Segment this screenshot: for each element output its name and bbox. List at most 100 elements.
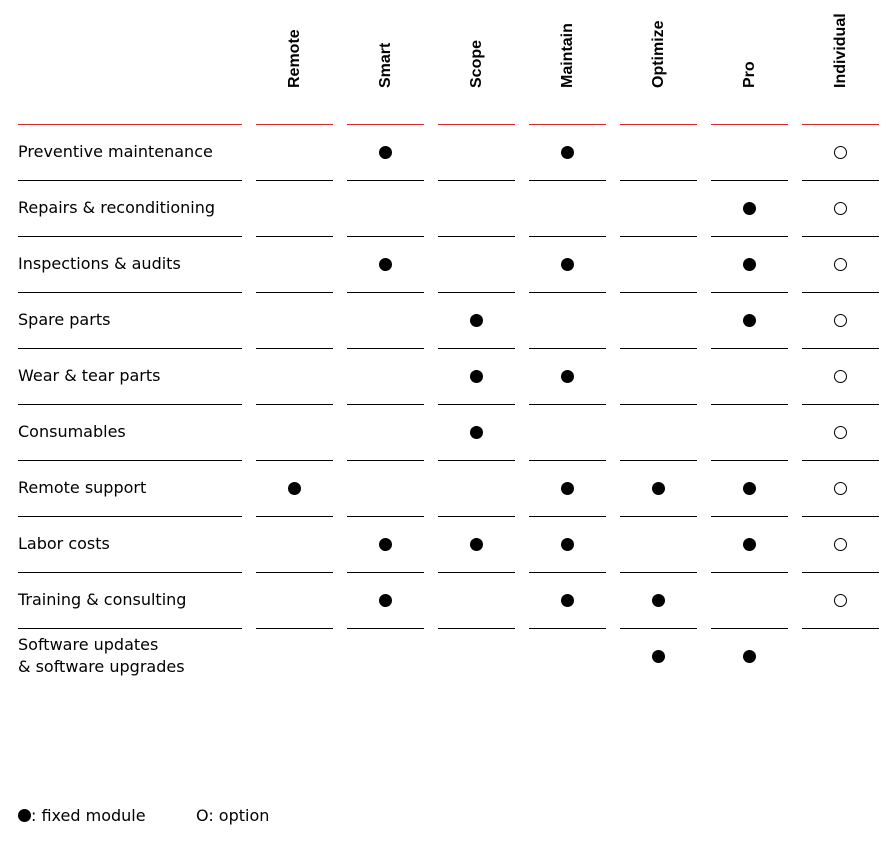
header-rule [438, 124, 515, 125]
column-header: Remote [256, 0, 333, 104]
row-divider [438, 292, 515, 293]
row-divider [620, 180, 697, 181]
row-divider [18, 460, 242, 461]
row-divider [256, 460, 333, 461]
row-divider [529, 460, 606, 461]
row-divider [620, 292, 697, 293]
column-header: Pro [711, 0, 788, 104]
row-divider [347, 404, 424, 405]
row-divider [711, 628, 788, 629]
row-divider [347, 628, 424, 629]
row-divider [711, 404, 788, 405]
row-divider [18, 180, 242, 181]
row-divider [620, 460, 697, 461]
row-divider [711, 236, 788, 237]
row-divider [438, 348, 515, 349]
row-divider [347, 460, 424, 461]
fixed-module-dot-icon [561, 145, 574, 159]
header-rule [347, 124, 424, 125]
fixed-module-dot-icon [561, 593, 574, 607]
fixed-module-dot-icon [379, 257, 392, 271]
row-divider [802, 516, 879, 517]
row-divider [802, 460, 879, 461]
header-rule [711, 124, 788, 125]
fixed-module-dot-icon [561, 481, 574, 495]
row-divider [529, 516, 606, 517]
row-divider [256, 348, 333, 349]
column-header: Individual [802, 0, 879, 104]
option-circle-icon [834, 257, 847, 271]
row-divider [620, 572, 697, 573]
row-divider [802, 292, 879, 293]
row-divider [18, 404, 242, 405]
row-label: Spare parts [18, 310, 111, 329]
row-label: Training & consulting [18, 590, 187, 609]
row-divider [711, 516, 788, 517]
column-header: Scope [438, 0, 515, 104]
header-rule [802, 124, 879, 125]
fixed-module-dot-icon [743, 201, 756, 215]
row-divider [438, 460, 515, 461]
option-circle-icon [834, 145, 847, 159]
option-circle-icon [834, 481, 847, 495]
row-divider [529, 404, 606, 405]
fixed-module-dot-icon [652, 649, 665, 663]
fixed-module-dot-icon [652, 593, 665, 607]
fixed-module-dot-icon [470, 425, 483, 439]
row-divider [347, 516, 424, 517]
row-divider [802, 572, 879, 573]
row-divider [347, 292, 424, 293]
row-label: Wear & tear parts [18, 366, 161, 385]
row-divider [18, 628, 242, 629]
fixed-module-dot-icon [743, 649, 756, 663]
fixed-module-dot-icon [743, 257, 756, 271]
row-divider [711, 572, 788, 573]
row-divider [802, 404, 879, 405]
row-divider [347, 236, 424, 237]
column-header-label: Smart [376, 42, 394, 88]
fixed-module-dot-icon [561, 369, 574, 383]
fixed-module-dot-icon [743, 537, 756, 551]
row-label: Software updates & software upgrades [18, 635, 185, 676]
row-divider [347, 348, 424, 349]
row-divider [802, 236, 879, 237]
option-circle-icon [834, 313, 847, 327]
row-divider [529, 180, 606, 181]
option-circle-icon [834, 593, 847, 607]
row-label: Repairs & reconditioning [18, 198, 215, 217]
header-rule [18, 124, 242, 125]
row-divider [802, 180, 879, 181]
row-divider [802, 348, 879, 349]
column-header-label: Optimize [649, 20, 667, 88]
row-divider [438, 628, 515, 629]
row-divider [438, 236, 515, 237]
row-divider [256, 292, 333, 293]
fixed-module-dot-icon [743, 313, 756, 327]
row-divider [438, 180, 515, 181]
row-divider [711, 348, 788, 349]
column-header-label: Remote [285, 29, 303, 88]
option-circle-icon [834, 425, 847, 439]
row-divider [256, 236, 333, 237]
row-label: Labor costs [18, 534, 110, 553]
row-divider [18, 236, 242, 237]
legend-fixed-label: : fixed module [31, 806, 146, 825]
header-rule [529, 124, 606, 125]
row-divider [18, 292, 242, 293]
fixed-module-dot-icon [470, 537, 483, 551]
column-header-label: Scope [467, 39, 485, 88]
fixed-module-dot-icon [470, 369, 483, 383]
row-divider [438, 404, 515, 405]
row-divider [529, 236, 606, 237]
row-divider [620, 628, 697, 629]
fixed-module-dot-icon [379, 145, 392, 159]
column-header-label: Individual [831, 13, 849, 88]
header-rule [256, 124, 333, 125]
row-divider [620, 404, 697, 405]
row-divider [256, 180, 333, 181]
fixed-module-dot-icon [743, 481, 756, 495]
row-divider [347, 572, 424, 573]
fixed-module-dot-icon [379, 537, 392, 551]
row-divider [802, 628, 879, 629]
legend-fixed: : fixed module [18, 805, 146, 827]
